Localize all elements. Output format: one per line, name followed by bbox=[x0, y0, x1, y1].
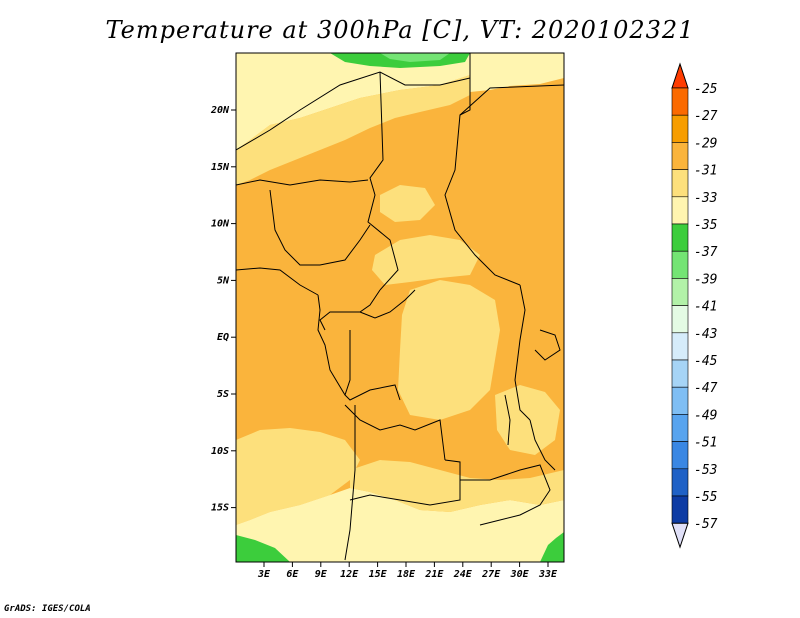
colorbar-swatch bbox=[671, 359, 689, 388]
lon-tick-label: 15E bbox=[369, 569, 388, 580]
border-line bbox=[460, 464, 551, 526]
border-line bbox=[534, 329, 561, 361]
colorbar-swatch bbox=[671, 114, 689, 143]
colorbar-swatch bbox=[671, 87, 689, 116]
colorbar-swatch bbox=[671, 169, 689, 198]
border-line bbox=[344, 330, 401, 401]
field-north-green-light bbox=[380, 53, 450, 62]
field-north-light bbox=[236, 75, 470, 185]
lat-tick-label: 10S bbox=[211, 446, 229, 457]
border-line bbox=[359, 289, 416, 319]
border-line bbox=[344, 405, 356, 561]
border-line bbox=[236, 267, 319, 296]
field-southwest-light bbox=[236, 428, 360, 525]
border-line bbox=[529, 419, 556, 471]
lat-tick-label: 5S bbox=[217, 389, 229, 400]
field-east-light bbox=[495, 385, 560, 455]
colorbar-label: -31 bbox=[694, 164, 717, 179]
lon-tick-label: 12E bbox=[340, 569, 359, 580]
colorbar-label: -53 bbox=[694, 463, 717, 478]
lon-tick-label: 3E bbox=[257, 569, 271, 580]
lat-tick-label: EQ bbox=[217, 332, 229, 343]
border-line bbox=[317, 294, 346, 396]
border-line bbox=[269, 189, 371, 266]
field-central-band bbox=[372, 235, 480, 285]
lon-tick-label: 9E bbox=[315, 569, 328, 580]
colorbar-swatch bbox=[671, 468, 689, 497]
colorbar-label: -37 bbox=[694, 245, 718, 260]
field-south-light bbox=[350, 460, 564, 512]
colorbar-swatch bbox=[671, 495, 689, 524]
longitude-ticks: 3E 6E 9E 12E 15E 18E 21E 24E 27E 30E 33E bbox=[257, 562, 558, 580]
colorbar-swatch bbox=[671, 332, 689, 361]
field-se-green bbox=[540, 532, 564, 562]
colorbar-swatch bbox=[671, 386, 689, 415]
colorbar-label: -35 bbox=[694, 218, 718, 233]
border-line bbox=[444, 53, 521, 286]
country-borders bbox=[236, 53, 564, 561]
lat-tick-label: 15N bbox=[211, 162, 230, 173]
colorbar-label: -45 bbox=[694, 354, 718, 369]
colorbar-label: -57 bbox=[694, 517, 718, 532]
colorbar-top-arrow bbox=[671, 62, 689, 89]
lon-tick-label: 18E bbox=[397, 569, 416, 580]
border-line bbox=[236, 71, 471, 151]
colorbar-label: -29 bbox=[694, 136, 717, 151]
lon-tick-label: 6E bbox=[286, 569, 299, 580]
lon-tick-label: 27E bbox=[481, 569, 501, 580]
field-sw-green bbox=[236, 535, 290, 562]
lat-tick-label: 20N bbox=[210, 105, 230, 116]
colorbar-label: -39 bbox=[694, 272, 717, 287]
lon-tick-label: 21E bbox=[424, 569, 444, 580]
colorbar-label: -41 bbox=[694, 300, 717, 315]
latitude-ticks: 20N 15N 10N 5N EQ 5S 10S 15S bbox=[210, 105, 236, 514]
colorbar-label: -49 bbox=[694, 408, 717, 423]
colorbar-label: -43 bbox=[694, 327, 717, 342]
colorbar-swatch bbox=[671, 414, 689, 442]
border-line bbox=[459, 84, 564, 116]
border-line bbox=[367, 71, 399, 291]
colorbar: -25 -27 -29 -31 -33 -35 -37 -39 -41 -43 -45 -47 -49 -… bbox=[671, 62, 718, 549]
lat-tick-label: 10N bbox=[211, 219, 230, 230]
colorbar-label: -47 bbox=[694, 381, 718, 396]
colorbar-swatch bbox=[671, 223, 689, 252]
colorbar-swatch bbox=[671, 305, 689, 334]
colorbar-swatch bbox=[671, 142, 689, 170]
lon-tick-label: 30E bbox=[510, 569, 530, 580]
temperature-field bbox=[236, 53, 564, 562]
field-chad-light bbox=[380, 185, 435, 222]
colorbar-label: -55 bbox=[694, 490, 718, 505]
border-line bbox=[236, 179, 369, 186]
colorbar-swatch bbox=[671, 278, 689, 306]
lon-tick-label: 33E bbox=[538, 569, 558, 580]
chart-title: Temperature at 300hPa [C], VT: 202010232… bbox=[105, 16, 695, 44]
colorbar-label: -33 bbox=[694, 191, 717, 206]
border-line bbox=[504, 394, 511, 446]
lat-tick-label: 15S bbox=[211, 503, 229, 514]
colorbar-swatch bbox=[671, 196, 689, 225]
colorbar-label: -51 bbox=[694, 436, 717, 451]
colorbar-swatch bbox=[671, 250, 689, 279]
colorbar-label: -25 bbox=[694, 82, 718, 97]
field-central-light bbox=[398, 280, 500, 420]
border-line bbox=[349, 459, 461, 506]
lon-tick-label: 24E bbox=[453, 569, 473, 580]
map-frame bbox=[235, 52, 565, 563]
field-ne-pale bbox=[470, 53, 564, 92]
border-line bbox=[319, 289, 381, 331]
border-line bbox=[514, 284, 531, 421]
lat-tick-label: 5N bbox=[217, 275, 230, 286]
colorbar-bottom-arrow bbox=[671, 522, 689, 549]
colorbar-label: -27 bbox=[694, 109, 718, 124]
footer-credit: GrADS: IGES/COLA bbox=[4, 604, 91, 614]
field-north-pale bbox=[236, 53, 470, 150]
field-south-pale bbox=[236, 488, 564, 562]
colorbar-swatch bbox=[671, 441, 689, 470]
border-line bbox=[344, 404, 446, 461]
